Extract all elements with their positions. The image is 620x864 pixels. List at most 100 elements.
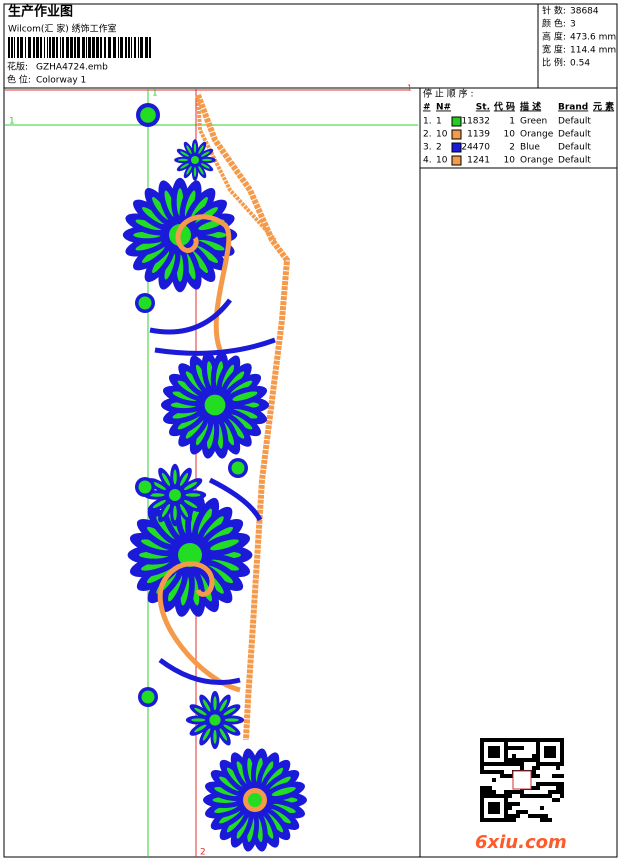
qr-module (532, 766, 536, 770)
qr-module (500, 818, 504, 822)
petal (142, 207, 165, 225)
qr-module (480, 746, 484, 750)
petal (198, 239, 225, 251)
qr-module (480, 758, 484, 762)
column-header: N# (436, 103, 451, 113)
qr-module (516, 746, 520, 750)
qr-module (560, 758, 564, 762)
petal (194, 724, 207, 733)
orange-spiral (175, 214, 232, 351)
qr-module (496, 746, 500, 750)
bar (138, 37, 139, 58)
color-swatch (451, 116, 462, 127)
qr-module (492, 770, 496, 774)
qr-module (484, 738, 488, 742)
qr-module (560, 754, 564, 758)
cell: Default (558, 156, 591, 166)
cell: 24470 (461, 143, 490, 153)
qr-module (512, 814, 516, 818)
qr-module (480, 798, 484, 802)
qr-module (492, 806, 496, 810)
bar (120, 37, 123, 58)
qr-module (548, 746, 552, 750)
qr-module (544, 746, 548, 750)
design-file: GZHA4724.emb (36, 63, 108, 73)
qr-module (548, 782, 552, 786)
petal (161, 504, 171, 518)
center (191, 156, 199, 164)
qr-module (560, 762, 564, 766)
qr-module (508, 738, 512, 742)
qr-module (528, 738, 532, 742)
qr-module (480, 802, 484, 806)
petal (198, 166, 204, 175)
qr-module (524, 794, 528, 798)
petal (223, 724, 236, 733)
qr-module (492, 794, 496, 798)
petal (152, 481, 166, 491)
petal (180, 151, 189, 157)
qr-module (504, 814, 508, 818)
stem (149, 298, 276, 685)
qr-module (532, 758, 536, 762)
bar (88, 37, 91, 58)
qr-module (536, 758, 540, 762)
qr-module (500, 770, 504, 774)
qr-module (480, 806, 484, 810)
qr-module (484, 770, 488, 774)
bar (36, 37, 39, 58)
qr-module (520, 746, 524, 750)
qr-module (480, 810, 484, 814)
cell: 1. (423, 117, 432, 127)
bar (11, 37, 13, 58)
qr-module (548, 754, 552, 758)
qr-module (496, 770, 500, 774)
petal (210, 539, 239, 551)
qr-module (492, 802, 496, 806)
petal (194, 707, 207, 716)
qr-module (516, 810, 520, 814)
stat-value: 38684 (570, 7, 599, 17)
petal (193, 167, 197, 177)
qr-module (548, 762, 552, 766)
cell: 2 (436, 143, 442, 153)
qr-module (552, 754, 556, 758)
bar (33, 37, 35, 58)
color-swatch (451, 142, 462, 153)
cell: 10 (504, 130, 516, 140)
qr-module (536, 794, 540, 798)
stat-label: 高 度: (542, 31, 566, 43)
petal (202, 158, 212, 162)
qr-module (544, 818, 548, 822)
cell: 3. (423, 143, 432, 153)
qr-module (512, 758, 516, 762)
cell: Orange (520, 156, 554, 166)
qr-module (512, 754, 516, 758)
qr-module (556, 790, 560, 794)
cell: 10 (436, 156, 448, 166)
qr-module (520, 766, 524, 770)
cell: 4. (423, 156, 432, 166)
qr-module (504, 742, 508, 746)
qr-module (536, 782, 540, 786)
column-header: Brand (558, 103, 588, 113)
qr-module (544, 754, 548, 758)
qr-module (508, 762, 512, 766)
qr-module (532, 786, 536, 790)
qr-module (488, 762, 492, 766)
qr-module (540, 818, 544, 822)
qr-module (544, 782, 548, 786)
qr-module (536, 754, 540, 758)
guide-label: 1 (152, 89, 158, 99)
petal (191, 718, 206, 722)
qr-module (560, 782, 564, 786)
qr-module (532, 754, 536, 758)
qr-module (508, 806, 512, 810)
qr-module (536, 774, 540, 778)
cell: 11832 (461, 117, 490, 127)
qr-module (520, 738, 524, 742)
bar (8, 37, 10, 58)
qr-module (496, 810, 500, 814)
qr-module (484, 794, 488, 798)
qr-module (488, 806, 492, 810)
